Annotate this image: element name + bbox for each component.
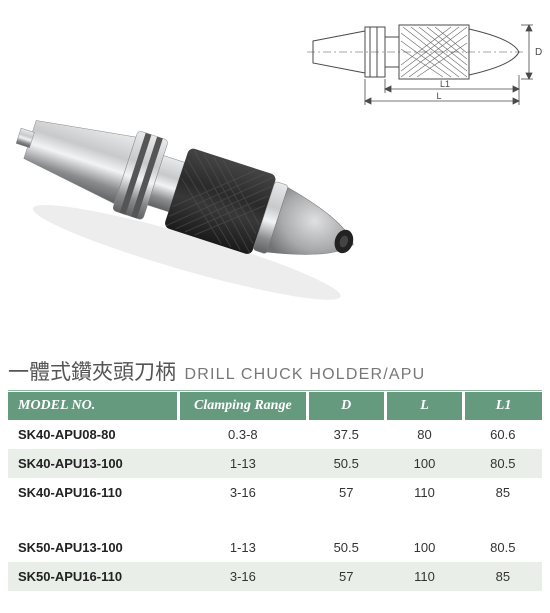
title-underline (8, 390, 542, 391)
table-row: SK50-APU16-1103-165711085 (8, 562, 542, 591)
cell-l: 110 (385, 478, 463, 507)
col-header-model: MODEL NO. (8, 392, 179, 420)
cell-l1: 80.5 (464, 533, 542, 562)
table-group-spacer (8, 507, 542, 533)
cell-clamp: 1-13 (179, 449, 307, 478)
col-header-l1: L1 (464, 392, 542, 420)
technical-diagram: D L1 L (307, 5, 542, 110)
col-header-d: D (307, 392, 385, 420)
cell-l: 110 (385, 562, 463, 591)
cell-l1: 85 (464, 562, 542, 591)
cell-model: SK40-APU08-80 (8, 420, 179, 449)
cell-l1: 60.6 (464, 420, 542, 449)
cell-d: 37.5 (307, 420, 385, 449)
cell-clamp: 1-13 (179, 533, 307, 562)
col-header-l: L (385, 392, 463, 420)
cell-d: 57 (307, 562, 385, 591)
diagram-label-d: D (535, 47, 542, 58)
cell-d: 57 (307, 478, 385, 507)
col-header-clamp: Clamping Range (179, 392, 307, 420)
table-row: SK40-APU08-800.3-837.58060.6 (8, 420, 542, 449)
cell-model: SK50-APU13-100 (8, 533, 179, 562)
table-row: SK40-APU13-1001-1350.510080.5 (8, 449, 542, 478)
spec-table-container: MODEL NO. Clamping Range D L L1 SK40-APU… (8, 392, 542, 591)
cell-model: SK40-APU13-100 (8, 449, 179, 478)
cell-d: 50.5 (307, 533, 385, 562)
product-title: 一體式鑽夾頭刀柄 DRILL CHUCK HOLDER/APU (8, 356, 542, 391)
cell-clamp: 3-16 (179, 562, 307, 591)
table-header-row: MODEL NO. Clamping Range D L L1 (8, 392, 542, 420)
cell-model: SK40-APU16-110 (8, 478, 179, 507)
table-row: SK40-APU16-1103-165711085 (8, 478, 542, 507)
title-english: DRILL CHUCK HOLDER/APU (184, 366, 425, 383)
cell-l1: 80.5 (464, 449, 542, 478)
spec-table: MODEL NO. Clamping Range D L L1 SK40-APU… (8, 392, 542, 591)
diagram-label-l: L (436, 91, 441, 101)
cell-model: SK50-APU16-110 (8, 562, 179, 591)
cell-d: 50.5 (307, 449, 385, 478)
table-row: SK50-APU13-1001-1350.510080.5 (8, 533, 542, 562)
cell-clamp: 3-16 (179, 478, 307, 507)
cell-l: 80 (385, 420, 463, 449)
title-chinese: 一體式鑽夾頭刀柄 (8, 361, 176, 384)
cell-clamp: 0.3-8 (179, 420, 307, 449)
cell-l: 100 (385, 449, 463, 478)
cell-l1: 85 (464, 478, 542, 507)
diagram-label-l1: L1 (440, 79, 450, 89)
cell-l: 100 (385, 533, 463, 562)
